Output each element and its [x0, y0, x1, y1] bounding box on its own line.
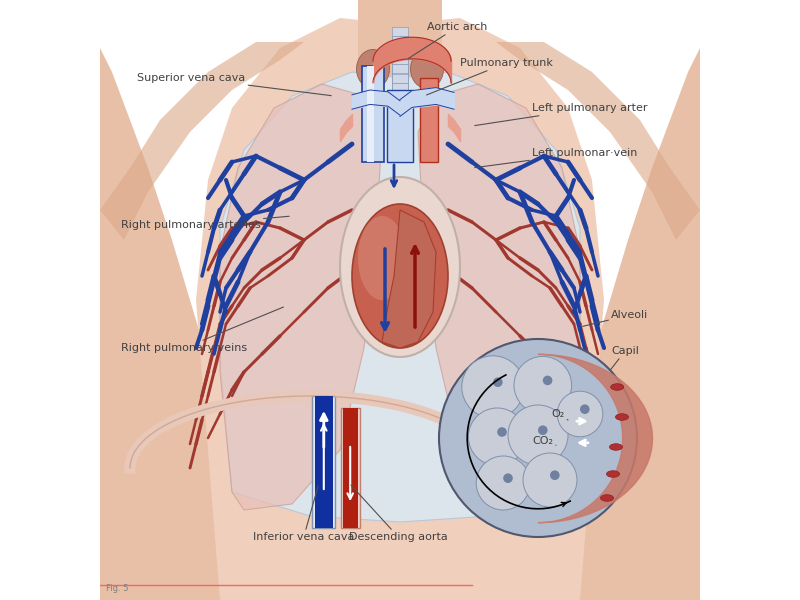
Circle shape	[514, 356, 571, 414]
Ellipse shape	[615, 414, 629, 420]
Text: Left pulmonar·vein: Left pulmonar·vein	[474, 148, 638, 167]
Ellipse shape	[340, 177, 460, 357]
Bar	[392, 101, 408, 110]
Polygon shape	[220, 72, 580, 522]
Circle shape	[538, 425, 547, 435]
Text: Pulmonary trunk: Pulmonary trunk	[426, 58, 553, 95]
Text: Superior vena cava: Superior vena cava	[138, 73, 331, 95]
Text: Descending aorta: Descending aorta	[349, 485, 448, 542]
Text: Right pulmonary veins: Right pulmonary veins	[121, 307, 283, 353]
Circle shape	[543, 376, 553, 385]
Text: Left pulmonary arter: Left pulmonary arter	[474, 103, 647, 125]
Circle shape	[558, 391, 603, 437]
Circle shape	[462, 356, 524, 418]
Text: Capil: Capil	[610, 346, 639, 370]
Bar	[392, 74, 408, 83]
Bar	[392, 92, 408, 101]
Bar	[392, 37, 408, 46]
Bar	[392, 46, 408, 55]
Bar	[362, 66, 384, 162]
Text: O₂: O₂	[551, 409, 568, 420]
Text: Right pulmonary arteries: Right pulmonary arteries	[121, 216, 290, 230]
Ellipse shape	[600, 494, 614, 501]
Text: Inferior vena cava: Inferior vena cava	[253, 485, 354, 542]
Text: Fig. 5: Fig. 5	[106, 584, 129, 593]
Text: Alveoli: Alveoli	[582, 310, 649, 326]
Bar	[421, 78, 438, 162]
Bar	[312, 396, 335, 528]
Polygon shape	[358, 0, 442, 84]
Circle shape	[469, 408, 526, 466]
Bar	[387, 90, 414, 162]
Bar	[392, 55, 408, 64]
Circle shape	[523, 453, 577, 507]
Ellipse shape	[357, 49, 390, 88]
Polygon shape	[196, 18, 604, 600]
Circle shape	[550, 470, 559, 480]
Polygon shape	[100, 48, 232, 600]
Polygon shape	[568, 48, 700, 600]
Polygon shape	[496, 42, 700, 240]
Text: CO₂: CO₂	[532, 436, 556, 446]
Bar	[392, 27, 408, 36]
Circle shape	[503, 473, 513, 483]
Circle shape	[580, 404, 590, 414]
Ellipse shape	[352, 204, 448, 348]
Bar	[392, 64, 408, 73]
Circle shape	[508, 405, 568, 465]
Ellipse shape	[610, 384, 624, 391]
Circle shape	[493, 377, 502, 387]
Ellipse shape	[610, 444, 622, 450]
Ellipse shape	[606, 470, 620, 478]
Bar	[342, 408, 358, 528]
Polygon shape	[220, 84, 382, 510]
Bar	[314, 396, 333, 528]
Circle shape	[498, 427, 507, 437]
Ellipse shape	[358, 216, 406, 300]
Circle shape	[439, 339, 637, 537]
Polygon shape	[418, 84, 580, 510]
Circle shape	[476, 456, 530, 510]
Bar	[367, 66, 374, 162]
Text: Aortic arch: Aortic arch	[408, 22, 487, 58]
Polygon shape	[100, 42, 304, 240]
Bar	[392, 111, 408, 120]
Bar	[392, 83, 408, 92]
Bar	[341, 408, 359, 528]
Ellipse shape	[410, 49, 443, 88]
Bar	[392, 36, 408, 132]
Polygon shape	[382, 210, 436, 348]
